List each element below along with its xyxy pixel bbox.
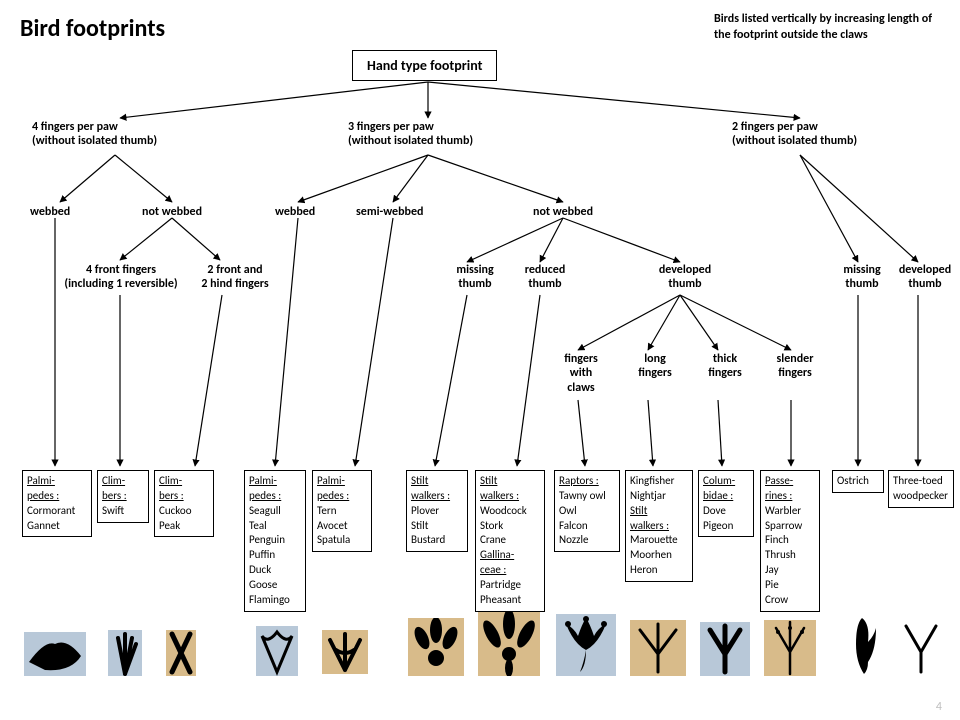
node-4-fingers: 4 fingers per paw(without isolated thumb… — [32, 120, 207, 149]
leaf-passerines: Passe- rines :Warbler Sparrow Finch Thru… — [760, 470, 820, 612]
root-node: Hand type footprint — [352, 50, 497, 81]
leaf-palmipedes-4w: Palmi- pedes :Cormorant Gannet — [22, 470, 92, 537]
footprint-passerine-icon — [764, 620, 816, 676]
leaf-stilt-plover: Stilt walkers :Plover Stilt Bustard — [406, 470, 468, 552]
node-semiwebbed-3: semi-webbed — [356, 205, 423, 219]
node-notwebbed-4: not webbed — [142, 205, 202, 219]
leaf-threetoed: Three-toed woodpecker — [888, 470, 954, 508]
node-missing-2: missing thumb — [832, 263, 892, 292]
leaf-raptors: Raptors :Tawny owl Owl Falcon Nozzle — [554, 470, 620, 552]
footprint-raptor-icon — [556, 614, 616, 676]
page-subtitle: Birds listed vertically by increasing le… — [714, 12, 944, 43]
node-3-fingers: 3 fingers per paw(without isolated thumb… — [348, 120, 523, 149]
footprint-threetoed-icon — [898, 622, 944, 674]
footprint-cuckoo-icon — [166, 630, 196, 676]
footprint-woodcock-icon — [478, 612, 540, 676]
node-webbed-3: webbed — [275, 205, 315, 219]
node-2front2hind: 2 front and 2 hind fingers — [190, 263, 280, 292]
footprint-heron-icon — [630, 620, 686, 676]
node-developed-3: developed thumb — [650, 263, 720, 292]
leaf-palmipedes-3w: Palmi- pedes :Seagull Teal Penguin Puffi… — [244, 470, 306, 612]
node-developed-2: developed thumb — [892, 263, 958, 292]
footprint-seagull-icon — [256, 626, 298, 676]
leaf-palmipedes-3sw: Palmi- pedes :Tern Avocet Spatula — [312, 470, 372, 552]
node-notwebbed-3: not webbed — [533, 205, 593, 219]
node-reduced-3: reduced thumb — [515, 263, 575, 292]
leaf-stilt-woodcock: Stilt walkers : Woodcock Stork Crane Gal… — [475, 470, 545, 612]
node-2-fingers: 2 fingers per paw(without isolated thumb… — [732, 120, 907, 149]
leaf-ostrich: Ostrich — [832, 470, 884, 493]
footprint-tern-icon — [322, 630, 368, 674]
footprint-swift-icon — [108, 630, 142, 676]
footprint-ostrich-icon — [846, 614, 880, 676]
leaf-climbers-swift: Clim- bers :Swift — [97, 470, 149, 523]
node-claws: fingers with claws — [556, 352, 606, 395]
page-number: 4 — [936, 700, 942, 714]
footprint-dove-icon — [700, 622, 750, 676]
node-slender: slender fingers — [770, 352, 820, 381]
node-thick: thick fingers — [700, 352, 750, 381]
node-webbed-4: webbed — [30, 205, 70, 219]
leaf-kingfisher: Kingfisher Nightjar Stilt walkers : Maro… — [625, 470, 693, 582]
node-missing-3: missing thumb — [445, 263, 505, 292]
footprint-cormorant-icon — [24, 632, 86, 676]
node-4front: 4 front fingers (including 1 reversible) — [56, 263, 186, 292]
leaf-climbers-cuckoo: Clim- bers :Cuckoo Peak — [154, 470, 214, 537]
page-title: Bird footprints — [20, 14, 165, 43]
node-long: long fingers — [630, 352, 680, 381]
footprint-plover-icon — [408, 618, 464, 676]
leaf-columbidae: Colum- bidae :Dove Pigeon — [698, 470, 754, 537]
